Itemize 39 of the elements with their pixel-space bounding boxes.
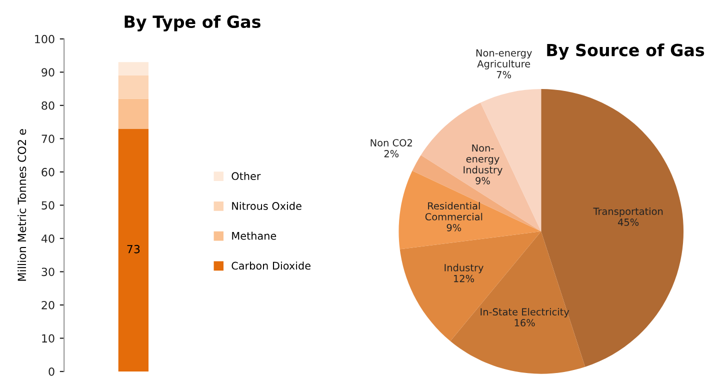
bar bbox=[118, 98, 149, 129]
y-tick-label: 80 bbox=[42, 101, 54, 110]
data-label: 9% bbox=[476, 176, 490, 184]
slice-label: Residential Commercial bbox=[425, 202, 482, 220]
data-label: 73 bbox=[127, 244, 140, 254]
y-tick-label: 40 bbox=[41, 234, 54, 243]
pie-slice bbox=[420, 102, 542, 232]
data-label: 45% bbox=[618, 218, 639, 226]
y-tick-label: 20 bbox=[42, 300, 54, 310]
legend-label: Other bbox=[232, 172, 261, 180]
y-tick-label: 70 bbox=[42, 134, 54, 144]
bar bbox=[118, 128, 149, 372]
slice-label: In-State Electricity bbox=[480, 308, 570, 318]
y-tick-label: 30 bbox=[42, 268, 54, 276]
bar bbox=[118, 62, 149, 76]
y-tick-label: 50 bbox=[42, 201, 54, 210]
slice-label: Non- energy Industry bbox=[464, 144, 502, 176]
data-label: 7% bbox=[496, 71, 512, 78]
y-axis-title: Million Metric Tonnes CO2 e bbox=[18, 129, 26, 281]
bar bbox=[118, 75, 149, 99]
data-label: 16% bbox=[514, 319, 535, 326]
y-tick-label: 90 bbox=[42, 68, 54, 77]
text: By Type of Gas bbox=[124, 15, 260, 32]
slice-label: Non-energy Agriculture bbox=[476, 49, 532, 70]
legend-label: Methane bbox=[232, 232, 276, 240]
slice-label: Industry bbox=[444, 264, 484, 274]
data-label: 2% bbox=[384, 150, 399, 158]
y-tick-label: 0 bbox=[48, 367, 54, 376]
legend-label: Nitrous Oxide bbox=[232, 202, 302, 210]
legend-label: Carbon Dioxide bbox=[232, 262, 310, 270]
pie-slice bbox=[412, 155, 542, 232]
slice-label: Transportation bbox=[593, 207, 663, 217]
data-label: 9% bbox=[446, 224, 462, 232]
chart-title: By Source of Gas bbox=[547, 43, 704, 60]
y-tick-label: 100 bbox=[35, 34, 54, 44]
slice-label: Non CO2 bbox=[370, 139, 412, 146]
data-label: 12% bbox=[454, 274, 474, 282]
y-tick-label: 60 bbox=[42, 168, 54, 176]
y-tick-label: 10 bbox=[42, 334, 54, 343]
